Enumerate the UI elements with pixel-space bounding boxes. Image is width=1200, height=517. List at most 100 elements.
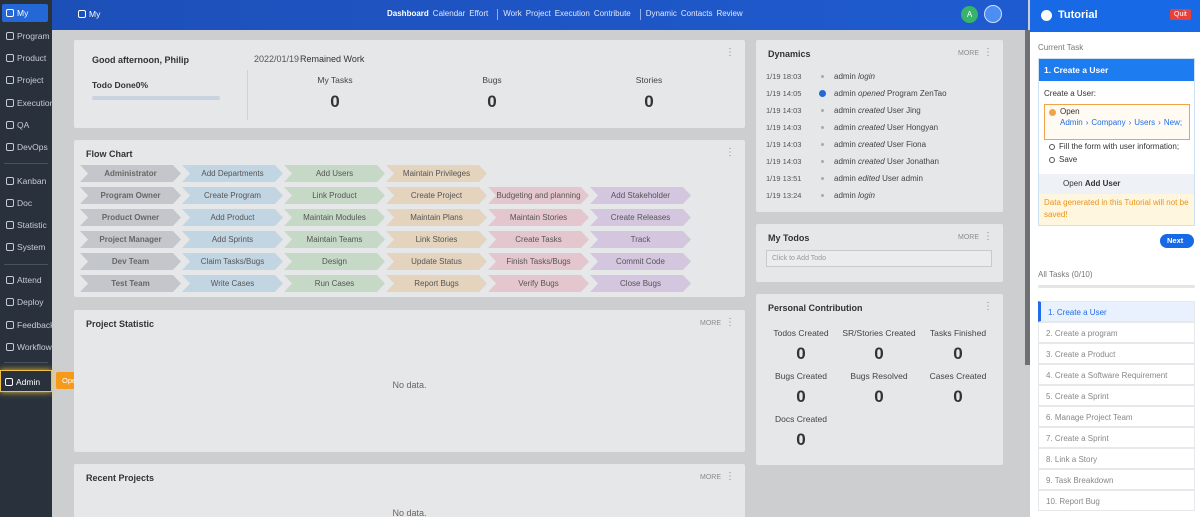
timeline-dot [821, 194, 824, 197]
menu-icon[interactable]: ⋮ [983, 231, 993, 242]
divider [4, 264, 48, 265]
nav-item[interactable]: Calendar [432, 9, 466, 18]
contribution-value: 0 [796, 387, 806, 406]
task-item[interactable]: 2. Create a program [1038, 322, 1195, 343]
dynamic-action: edited [858, 174, 880, 183]
card-title: Project Statistic [86, 319, 155, 329]
dynamic-object[interactable]: User Fiona [886, 140, 927, 149]
progress-bar [92, 96, 220, 100]
nav-item[interactable]: Dashboard [387, 9, 429, 18]
dynamic-object[interactable]: User Jing [886, 106, 921, 115]
radio [1049, 157, 1055, 163]
flow-step: Finish Tasks/Bugs [488, 253, 589, 270]
greeting: Good afternoon, Philip [92, 55, 189, 65]
sidebar-item[interactable]: QA [2, 116, 48, 134]
contribution-label: Todos Created [773, 328, 829, 338]
step-link[interactable]: Company [1091, 118, 1126, 127]
flow-step: Add Users [284, 165, 385, 182]
dynamic-object[interactable]: Program ZenTao [886, 89, 947, 98]
nav-item[interactable]: Work [503, 9, 522, 18]
task-item[interactable]: 4. Create a Software Requirement [1038, 364, 1195, 385]
contribution-label: SR/Stories Created [842, 328, 916, 338]
scrollbar [1025, 30, 1030, 365]
sidebar-item[interactable]: Kanban [2, 172, 48, 190]
card-title: Recent Projects [86, 473, 155, 483]
menu-icon[interactable]: ⋮ [983, 301, 993, 312]
flow-step: Budgeting and planning [488, 187, 589, 204]
timeline-dot [821, 143, 824, 146]
sidebar-item[interactable]: Doc [2, 194, 48, 212]
dynamic-text: admin login [834, 191, 875, 200]
next-button[interactable]: Next [1160, 234, 1194, 248]
flow-step: Maintain Teams [284, 231, 385, 248]
flow-role: Program Owner [80, 187, 181, 204]
warning: Data generated in this Tutorial will not… [1039, 194, 1194, 225]
sidebar-item[interactable]: Attend [2, 271, 48, 289]
menu-icon[interactable]: ⋮ [725, 147, 735, 158]
sidebar-item[interactable]: Program [2, 27, 50, 45]
add-button[interactable] [984, 5, 1002, 23]
sidebar-item[interactable]: Workflow [2, 338, 52, 356]
sidebar-item[interactable]: Feedback [2, 316, 54, 334]
nav-item[interactable]: Execution [554, 9, 590, 18]
step-link[interactable]: Admin [1060, 118, 1083, 127]
more-link[interactable]: MORE [700, 320, 721, 327]
task-item[interactable]: 6. Manage Project Team [1038, 406, 1195, 427]
more-link[interactable]: MORE [958, 50, 979, 57]
sidebar-label: Workflow [17, 342, 52, 352]
nav-item[interactable]: Effort [469, 9, 489, 18]
menu-icon[interactable]: ⋮ [725, 47, 735, 58]
task-item[interactable]: 10. Report Bug [1038, 490, 1195, 511]
flow-role: Dev Team [80, 253, 181, 270]
flow-chart-card: Flow Chart ⋮ Administrator Add Departments A… [74, 140, 745, 297]
todo-input[interactable]: Click to Add Todo [766, 250, 992, 267]
nav-item[interactable]: Dynamic [645, 9, 677, 18]
dynamic-object[interactable]: User Hongyan [886, 123, 939, 132]
task-item[interactable]: 3. Create a Product [1038, 343, 1195, 364]
nav-item[interactable]: Review [716, 9, 743, 18]
stat-value: 0 [644, 92, 654, 111]
quit-button[interactable]: Quit [1170, 9, 1191, 20]
sidebar-item[interactable]: System [2, 238, 48, 256]
flow-step: Link Product [284, 187, 385, 204]
sidebar-item[interactable]: Statistic [2, 216, 48, 234]
nav-item[interactable]: Project [525, 9, 551, 18]
avatar[interactable]: A [961, 6, 978, 23]
menu-icon[interactable]: ⋮ [983, 47, 993, 58]
icon [6, 221, 14, 229]
card-title: Flow Chart [86, 149, 133, 159]
task-item[interactable]: 8. Link a Story [1038, 448, 1195, 469]
menu-icon[interactable]: ⋮ [725, 471, 735, 482]
sidebar-item[interactable]: Deploy [2, 293, 48, 311]
task-item[interactable]: 5. Create a Sprint [1038, 385, 1195, 406]
tutorial-header: Tutorial Quit [1030, 0, 1200, 32]
dynamic-time: 1/19 14:03 [766, 157, 802, 166]
icon [6, 343, 14, 351]
sidebar-item[interactable]: DevOps [2, 138, 48, 156]
task-item[interactable]: 9. Task Breakdown [1038, 469, 1195, 490]
flow-step: Report Bugs [386, 275, 487, 292]
dynamic-object[interactable]: User admin [882, 174, 923, 183]
dynamic-object[interactable]: User Jonathan [886, 157, 939, 166]
task-item[interactable]: 1. Create a User [1038, 301, 1195, 322]
radio [1049, 109, 1056, 116]
task-item[interactable]: 7. Create a Sprint [1038, 427, 1195, 448]
menu-icon[interactable]: ⋮ [725, 317, 735, 328]
flow-step: Create Project [386, 187, 487, 204]
sidebar-item[interactable]: Project [2, 71, 48, 89]
step-link[interactable]: New; [1163, 118, 1183, 127]
nav-item[interactable]: Contacts [680, 9, 713, 18]
sidebar-item[interactable]: Product [2, 49, 48, 67]
dynamic-action: created [858, 157, 885, 166]
breadcrumb[interactable]: My [78, 9, 100, 19]
sidebar-item[interactable]: Execution [2, 94, 54, 112]
dynamic-time: 1/19 14:03 [766, 140, 802, 149]
sidebar-item[interactable]: My [2, 4, 48, 22]
more-link[interactable]: MORE [958, 234, 979, 241]
nav-item[interactable]: Contribute [593, 9, 631, 18]
step-link[interactable]: Users [1134, 118, 1156, 127]
flow-step: Close Bugs [590, 275, 691, 292]
more-link[interactable]: MORE [700, 474, 721, 481]
sidebar-item[interactable]: Admin [0, 370, 52, 392]
